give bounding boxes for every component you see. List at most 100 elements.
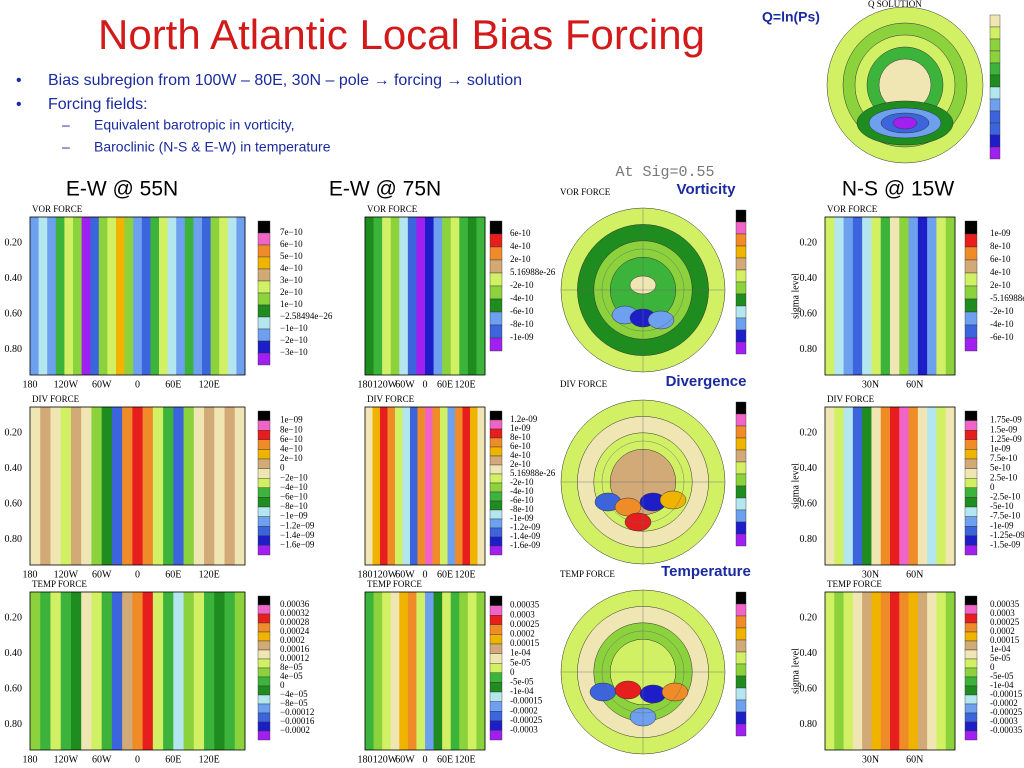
colorbar-label: 3e−10 [280,275,303,285]
contour-band [214,407,226,565]
colorbar-label: 0.00035 [990,599,1020,609]
contour-band [442,592,452,750]
contour-band [387,407,396,565]
colorbar-label: -0.00025 [510,715,543,725]
colorbar-label: -5.16988e-26 [990,293,1024,303]
colorbar-box [257,667,271,678]
colorbar-box [489,643,503,654]
colorbar-box [489,720,503,731]
colorbar-label: -2e-10 [510,280,534,290]
contour-band [173,592,185,750]
contour-band [852,407,863,565]
colorbar-label: 0 [990,482,995,492]
contour-band [373,217,383,375]
contour-band [30,407,41,565]
colorbar-label: -5e-10 [990,501,1014,511]
colorbar-box [489,509,503,520]
colorbar-label: 2e-10 [510,459,531,469]
polar-contour [624,512,652,532]
colorbar-box [735,281,747,295]
colorbar-box [257,535,271,546]
contour-band [184,217,194,375]
contour-band [927,407,937,565]
colorbar-box [735,317,747,331]
column-label: At Sig=0.55 [615,164,714,181]
q-contour [892,116,918,130]
contour-band [880,217,891,375]
contour-band [399,592,409,750]
colorbar-box [735,449,747,463]
colorbar-label: 1e-04 [990,644,1011,654]
contour-band [395,407,403,565]
colorbar-box [964,311,978,326]
colorbar-box [964,220,978,235]
y-tick-label: 0.40 [800,648,818,659]
y-axis-label: sigma level [790,648,801,694]
colorbar-box [489,410,503,421]
colorbar-label: -2e-10 [990,306,1014,316]
colorbar-label: -1.4e-09 [510,531,541,541]
colorbar-box [735,651,747,665]
contour-band [936,407,947,565]
colorbar-box [964,420,978,431]
y-tick-label: 0.40 [800,463,818,474]
colorbar-label: 1e−10 [280,299,303,309]
colorbar-label: -4e-10 [510,486,534,496]
colorbar-label: -1e-04 [510,686,534,696]
colorbar-box [964,712,978,723]
contour-band [476,592,486,750]
colorbar-box [257,316,271,330]
colorbar-label: -0.0003 [990,716,1018,726]
colorbar-box [257,439,271,450]
y-tick-label: 0.20 [800,427,818,438]
colorbar-label: 4e−10 [280,443,303,453]
colorbar-box [257,516,271,527]
colorbar-box [489,624,503,635]
x-tick-label: 180 [358,379,373,390]
contour-band [890,407,900,565]
colorbar-box [735,341,747,355]
colorbar-box [489,691,503,702]
plot-frame [29,406,246,566]
contour-band [30,217,40,375]
colorbar-box [735,663,747,677]
contour-band [425,217,435,375]
contour-band [163,592,174,750]
contour-band [382,217,392,375]
contour-band [111,592,123,750]
colorbar-label: -1e-09 [510,513,534,523]
x-tick-label: 60E [165,754,181,765]
colorbar-label: 0.00032 [280,608,309,618]
colorbar-box [735,221,747,235]
x-tick-label: 120W [54,379,79,390]
colorbar-box [257,292,271,306]
contour-band [927,592,937,750]
plot-title: TEMP FORCE [32,579,87,589]
contour-band [30,592,41,750]
colorbar-label: 2e-10 [510,254,531,264]
y-axis-label: sigma level [790,273,801,319]
contour-band [455,407,463,565]
contour-band [416,217,426,375]
contour-band [442,217,452,375]
colorbar-label: -5e-05 [990,671,1014,681]
x-tick-label: 120E [454,379,475,390]
contour-band [425,592,435,750]
contour-band [55,217,65,375]
contour-band [382,592,392,750]
contour-band [927,217,937,375]
contour-band [210,217,220,375]
colorbar-label: 1e-09 [990,228,1011,238]
colorbar-box [735,615,747,629]
contour-band [122,407,133,565]
contour-band [107,217,117,375]
colorbar-box [735,699,747,713]
contour-band [38,217,48,375]
colorbar-box [489,536,503,547]
colorbar-box [489,473,503,484]
x-tick-label: 0 [423,569,428,580]
contour-band [908,217,919,375]
colorbar-label: -8e-10 [510,504,534,514]
colorbar-box [964,410,978,421]
q-colorbar-box [989,50,1001,64]
